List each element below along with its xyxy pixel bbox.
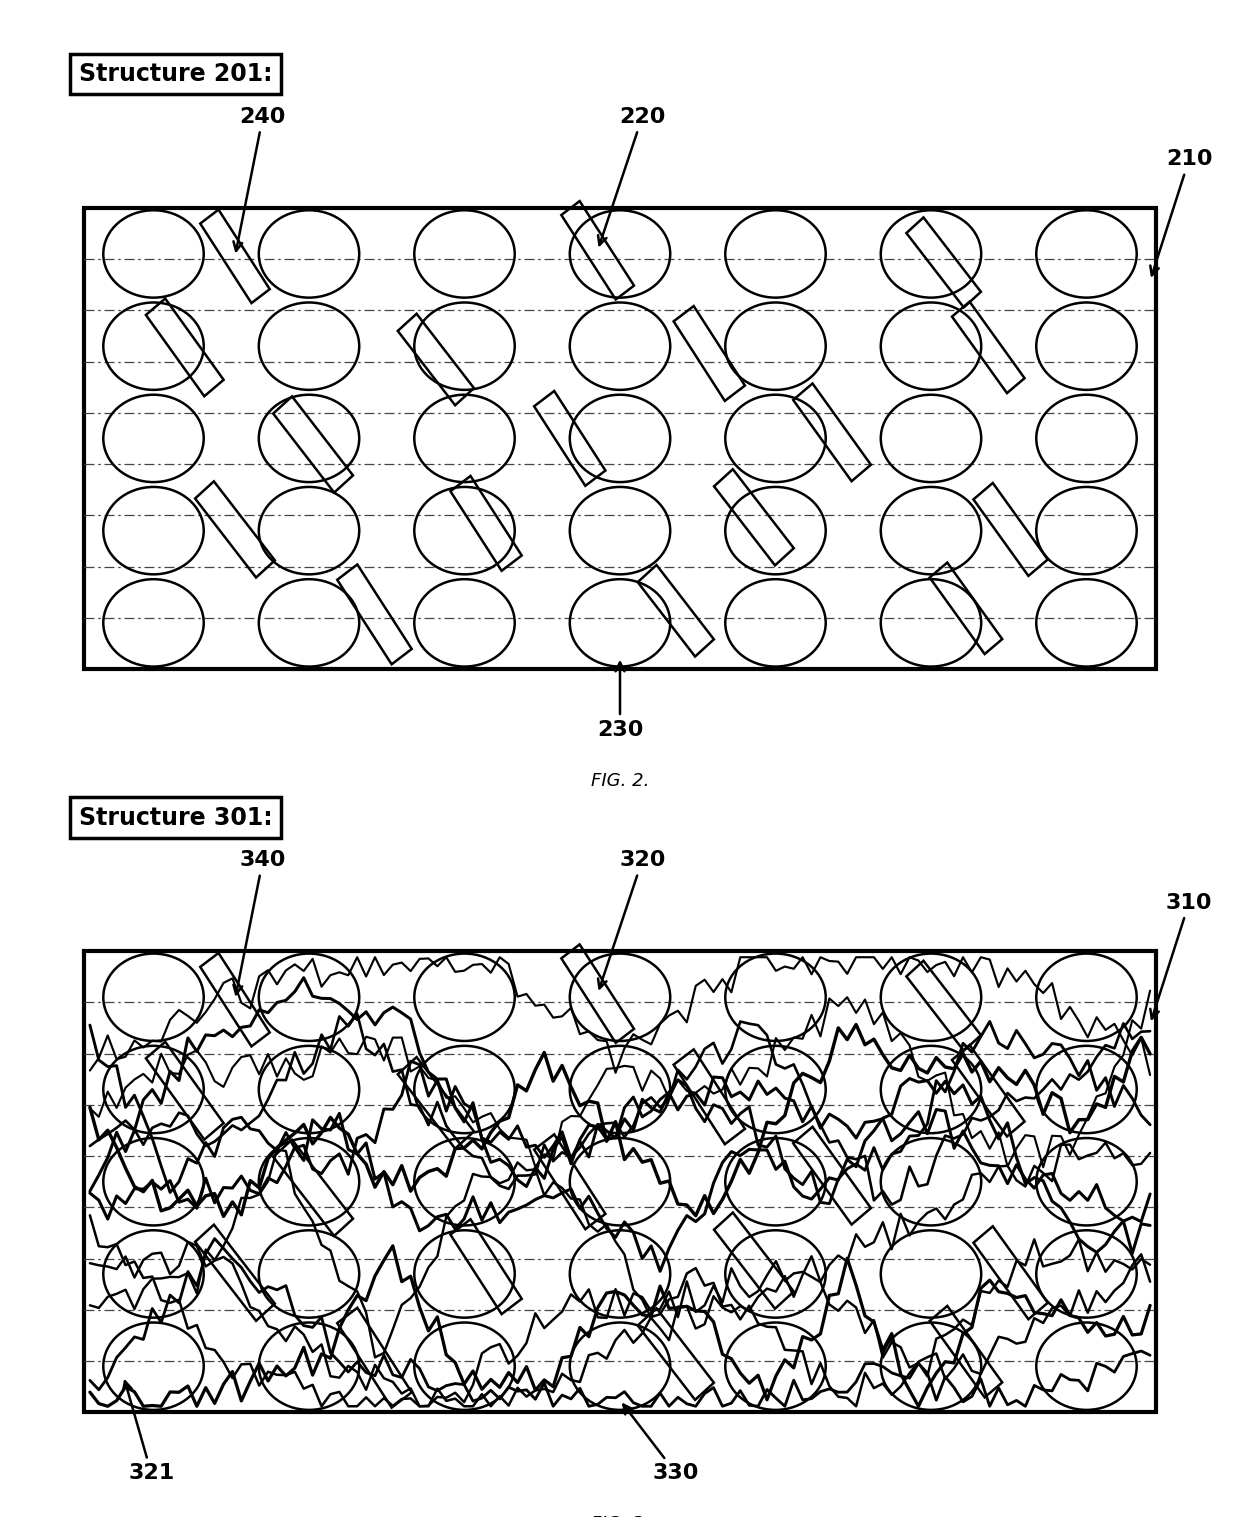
- Text: Structure 301:: Structure 301:: [79, 806, 273, 830]
- Bar: [84, 951, 1156, 1412]
- Bar: [84, 208, 1156, 669]
- Text: 340: 340: [233, 850, 286, 994]
- Text: 330: 330: [624, 1405, 699, 1484]
- Text: 220: 220: [598, 106, 666, 246]
- Text: Structure 201:: Structure 201:: [79, 62, 273, 86]
- Text: FIG. 2.: FIG. 2.: [590, 772, 650, 790]
- Text: 321: 321: [123, 1382, 175, 1484]
- Text: 210: 210: [1151, 149, 1213, 276]
- Text: FIG. 3.: FIG. 3.: [590, 1515, 650, 1517]
- Text: 310: 310: [1151, 892, 1213, 1019]
- Text: 240: 240: [233, 106, 286, 250]
- Text: 230: 230: [596, 663, 644, 740]
- Text: 320: 320: [598, 850, 666, 989]
